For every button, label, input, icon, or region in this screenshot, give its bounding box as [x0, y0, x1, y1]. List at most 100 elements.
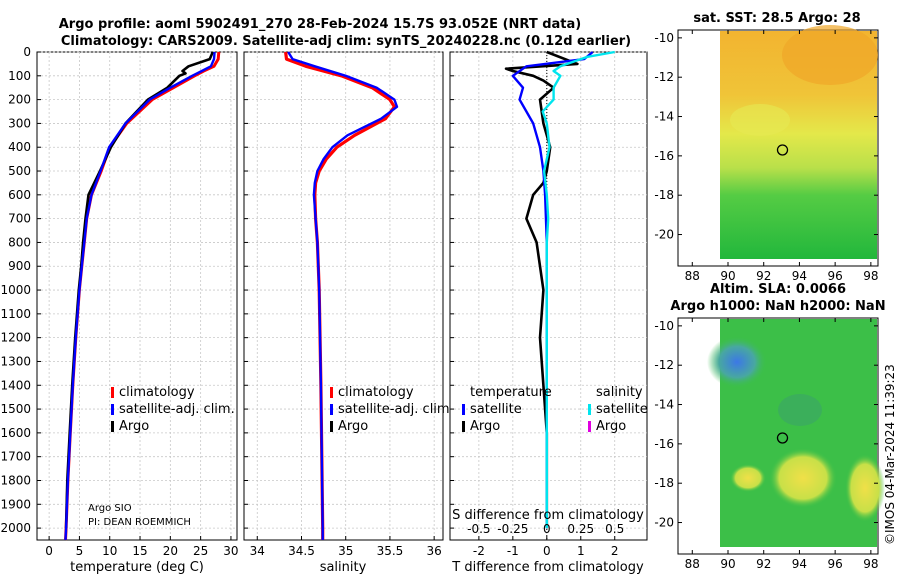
series-satellite-adj [287, 51, 399, 540]
y-tick-label: 1900 [0, 497, 31, 511]
x-tick-label: 25 [193, 544, 208, 558]
y-tick-label: 900 [8, 259, 31, 273]
series-s-satellite [541, 50, 615, 529]
salinity-legend: climatology satellite-adj. clim. Argo [330, 385, 454, 434]
sst-map: sat. SST: 28.5 Argo: 28 88 90 92 94 96 98 -10 -… [654, 11, 879, 283]
legend-swatch-satellite [111, 404, 114, 415]
x-tick-label: -2 [473, 544, 485, 558]
s-tick-label: 0 [543, 522, 551, 536]
title-line-1: Argo profile: aoml 5902491_270 28-Feb-20… [59, 17, 581, 32]
y-tick-label: 300 [8, 116, 31, 130]
y-tick-label: 1500 [0, 402, 31, 416]
x-tick-label: 36 [427, 544, 442, 558]
legend-title-temperature: temperature [470, 385, 552, 400]
sla-mid-patch [778, 394, 822, 426]
salinity-xlabel: salinity [320, 560, 367, 575]
legend-label-s-argo: Argo [596, 419, 626, 434]
y-tick-label: 0 [23, 45, 31, 59]
x-tick-label: 5 [76, 544, 84, 558]
legend-swatch-climatology [330, 387, 333, 398]
map-y-tick-label: -14 [654, 398, 674, 412]
series-satellite-adj [64, 51, 216, 541]
legend-swatch-argo [330, 421, 333, 432]
map-y-tick-label: -14 [654, 110, 674, 124]
map-y-tick-label: -16 [654, 437, 674, 451]
map-x-tick-label: 96 [828, 269, 843, 283]
sst-map-title: sat. SST: 28.5 Argo: 28 [693, 11, 860, 26]
x-tick-label: 2 [611, 544, 619, 558]
map-y-tick-label: -10 [654, 319, 674, 333]
sla-low-patch [707, 336, 767, 388]
legend-swatch-climatology [111, 387, 114, 398]
sst-cool-patch [730, 104, 790, 136]
map-x-tick-label: 96 [828, 557, 843, 571]
sla-map: Altim. SLA: 0.0066 Argo h1000: NaN h2000… [654, 282, 885, 571]
y-tick-label: 1100 [0, 307, 31, 321]
legend-swatch-t-argo [462, 421, 465, 432]
y-tick-label: 1300 [0, 354, 31, 368]
s-tick-label: -0.25 [497, 522, 528, 536]
sla-high-patch-3 [730, 464, 766, 492]
y-tick-label: 500 [8, 164, 31, 178]
y-tick-label: 1000 [0, 283, 31, 297]
float-position-marker [776, 432, 789, 444]
legend-label-argo: Argo [119, 419, 149, 434]
y-tick-label: 400 [8, 140, 31, 154]
map-x-tick-label: 88 [685, 269, 700, 283]
map-y-tick-label: -20 [654, 228, 674, 242]
sla-map-title-2: Argo h1000: NaN h2000: NaN [670, 299, 885, 314]
salinity-panel: 34 34.5 35 35.5 36 salinity climatology sate… [243, 51, 454, 575]
y-tick-label: 600 [8, 188, 31, 202]
y-tick-label: 1600 [0, 426, 31, 440]
legend-label-s-satellite: satellite [596, 402, 648, 417]
legend-label-satellite: satellite-adj. clim. [119, 402, 235, 417]
s-tick-label: -0.5 [467, 522, 490, 536]
salinity-frame [243, 51, 444, 541]
legend-swatch-s-argo [588, 421, 591, 432]
legend-label-climatology: climatology [338, 385, 414, 400]
y-tick-label: 1400 [0, 378, 31, 392]
temperature-panel: 0 5 10 15 20 25 30 0 100 200 300 400 500 600 700 800 90… [0, 45, 238, 575]
map-x-tick-label: 94 [792, 557, 807, 571]
s-tick-label: 0.25 [567, 522, 594, 536]
map-x-tick-label: 92 [756, 269, 771, 283]
map-x-tick-label: 98 [863, 557, 878, 571]
legend-label-argo: Argo [338, 419, 368, 434]
x-tick-label: 10 [102, 544, 117, 558]
map-x-tick-label: 92 [756, 557, 771, 571]
temperature-legend: climatology satellite-adj. clim. Argo [111, 385, 235, 434]
x-tick-label: 0 [45, 544, 53, 558]
title-line-2: Climatology: CARS2009. Satellite-adj cli… [61, 34, 631, 49]
y-tick-label: 700 [8, 212, 31, 226]
s-difference-label: S difference from climatology [452, 508, 644, 523]
y-tick-label: 2000 [0, 521, 31, 535]
watermark: ©IMOS 04-Mar-2024 11:39:23 [883, 364, 897, 545]
y-tick-label: 1200 [0, 331, 31, 345]
sla-high-patch-2 [845, 454, 885, 522]
legend-swatch-satellite [330, 404, 333, 415]
x-tick-label: 34.5 [288, 544, 315, 558]
annotation-pi: PI: DEAN ROEMMICH [88, 517, 191, 528]
map-x-tick-label: 90 [720, 557, 735, 571]
map-x-tick-label: 98 [863, 269, 878, 283]
legend-label-satellite: satellite-adj. clim. [338, 402, 454, 417]
x-tick-label: 1 [577, 544, 585, 558]
x-tick-label: 34 [250, 544, 265, 558]
x-tick-label: 30 [223, 544, 238, 558]
x-tick-label: 35 [338, 544, 353, 558]
x-tick-label: 35.5 [377, 544, 404, 558]
y-tick-label: 100 [8, 69, 31, 83]
legend-swatch-s-satellite [588, 404, 591, 415]
sst-warm-patch [782, 25, 878, 85]
legend-title-salinity: salinity [596, 385, 643, 400]
map-x-tick-label: 90 [720, 269, 735, 283]
y-tick-label: 800 [8, 235, 31, 249]
difference-legend: temperature salinity satellite Argo sate… [462, 385, 648, 434]
sla-map-title-1: Altim. SLA: 0.0066 [710, 282, 846, 297]
map-y-tick-label: -20 [654, 516, 674, 530]
sla-high-patch-1 [769, 448, 837, 508]
map-y-tick-label: -18 [654, 188, 674, 202]
x-tick-label: -1 [507, 544, 519, 558]
legend-swatch-t-satellite [462, 404, 465, 415]
